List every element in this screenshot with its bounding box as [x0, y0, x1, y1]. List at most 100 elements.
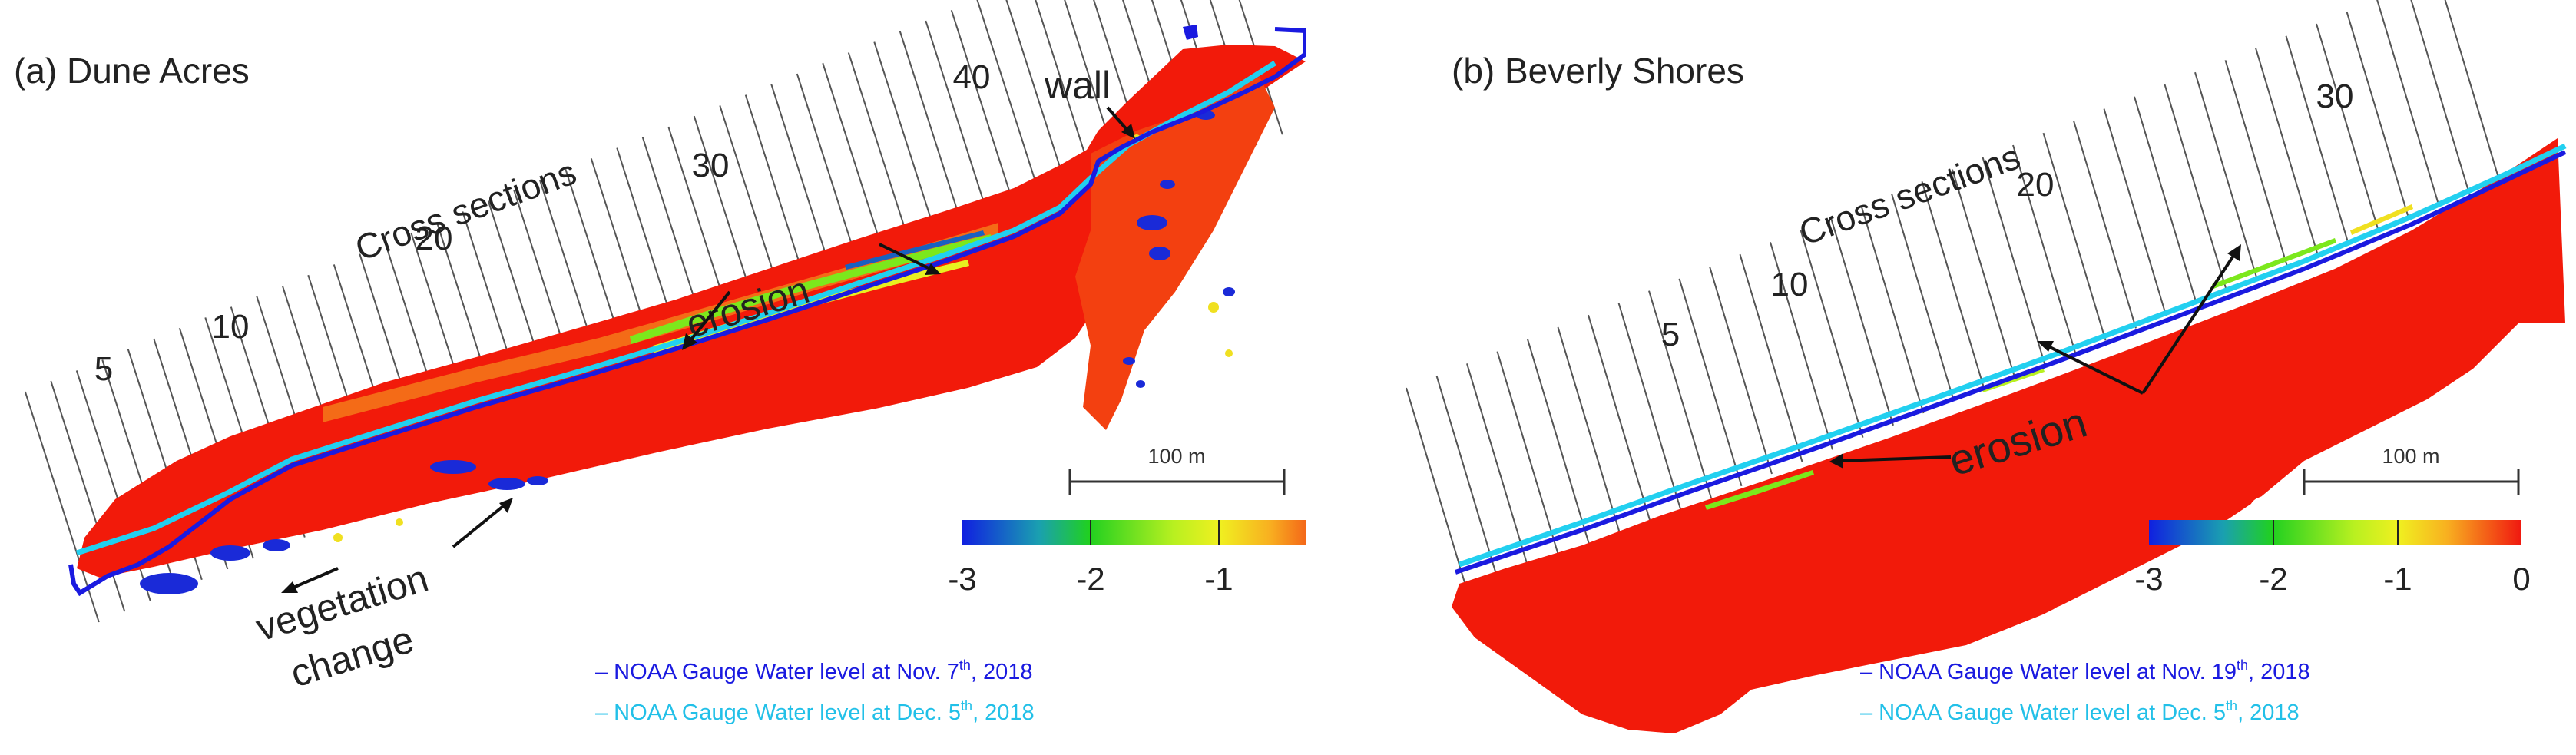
panel-b-colorbar-ticks — [2273, 520, 2399, 545]
panel-b-cross-section-lines — [1406, 0, 2501, 596]
panel-b-erosion-arrow-3 — [2046, 344, 2144, 395]
panel-b-beach-deposit — [1452, 138, 2565, 733]
panel-a-point-cloud — [77, 45, 1306, 594]
panel-b-legend-dec: – NOAA Gauge Water level at Dec. 5th, 20… — [1860, 698, 2300, 725]
panel-b-cross-section-line-31 — [2316, 23, 2379, 232]
panel-b-cross-section-line-14 — [1800, 230, 1864, 438]
panel-a-section-10: 10 — [212, 308, 250, 346]
panel-a-scale-bar — [1068, 469, 1286, 495]
panel-b-shoreline-nov — [1455, 150, 2567, 575]
panel-a-erosion-arrowhead-1 — [682, 333, 697, 350]
panel-a-wall-label: wall — [1044, 64, 1111, 107]
panel-a-vegetation-clusters — [140, 111, 1235, 594]
panel-b-cross-section-line-4 — [1496, 351, 1561, 559]
panel-a-erosion-arrowhead-2 — [925, 263, 941, 275]
panel-a-title: (a) Dune Acres — [14, 51, 250, 91]
panel-b-cross-section-line-26 — [2164, 84, 2228, 293]
panel-b-erosion-streak-1 — [1705, 470, 1814, 510]
panel-b-cross-section-line-19 — [1952, 169, 2015, 377]
panel-b-cross-section-line-15 — [1830, 217, 1894, 426]
panel-b-cbar-tick-neg3: -3 — [2134, 561, 2163, 597]
panel-b-cbar-tick-neg2: -2 — [2259, 561, 2287, 597]
panel-b-cross-section-line-25 — [2134, 96, 2197, 305]
panel-b-cross-section-line-33 — [2376, 0, 2440, 207]
panel-b-cross-section-line-11 — [1709, 266, 1773, 475]
panel-b-cross-section-line-10 — [1678, 278, 1743, 487]
panel-b-section-20: 20 — [2017, 166, 2055, 204]
panel-a-cbar-tick-neg1: -1 — [1204, 561, 1233, 597]
panel-b-cross-section-line-13 — [1770, 242, 1833, 450]
panel-a-legend-nov: – NOAA Gauge Water level at Nov. 7th, 20… — [595, 657, 1033, 684]
panel-a-section-30: 30 — [692, 147, 730, 184]
panel-a-veg-arrowhead-1 — [281, 581, 298, 593]
panel-b-colorbar — [2149, 520, 2521, 545]
panel-b-cross-section-line-2 — [1435, 375, 1500, 584]
panel-a-wall-area — [1075, 77, 1275, 430]
panel-b-cross-section-line-20 — [1982, 157, 2046, 366]
panel-b-cross-section-line-23 — [2073, 121, 2137, 329]
panel-a-cbar-tick-0: 0 — [1337, 561, 1355, 597]
panel-b-scale-label: 100 m — [2382, 445, 2439, 468]
panel-b-erosion-arrowhead-3 — [2037, 341, 2054, 352]
panel-b-section-5: 5 — [1661, 316, 1680, 353]
panel-b-white-gaps — [2051, 392, 2511, 625]
panel-b-cross-section-line-9 — [1648, 290, 1712, 498]
panel-b-cross-section-line-3 — [1466, 363, 1530, 571]
panel-a-wall-arrow — [1106, 106, 1131, 134]
panel-a-orange-band — [323, 223, 998, 422]
panel-a-veg-arrow-1 — [287, 567, 339, 591]
panel-a-colorbar-ticks — [1090, 520, 1220, 545]
panel-b-erosion-streak-3 — [2212, 238, 2336, 289]
panel-a-colorbar — [962, 520, 1306, 545]
panel-b-cross-section-line-1 — [1406, 387, 1469, 596]
panel-b-cross-section-line-6 — [1557, 326, 1621, 535]
panel-a-cbar-tick-neg2: -2 — [1076, 561, 1104, 597]
panel-b-legend-nov: – NOAA Gauge Water level at Nov. 19th, 2… — [1860, 657, 2310, 684]
panel-a-scale-label: 100 m — [1147, 445, 1205, 468]
panel-b-cross-section-line-16 — [1860, 205, 1925, 414]
panel-b-cross-section-line-21 — [2012, 144, 2076, 353]
panel-b-cross-section-line-22 — [2042, 132, 2107, 341]
panel-a-section-5: 5 — [94, 350, 113, 388]
panel-b-cross-section-line-8 — [1617, 303, 1682, 511]
panel-b-cross-section-line-18 — [1921, 181, 1985, 389]
panel-b-erosion-arrow-2 — [2141, 252, 2237, 395]
panel-dune-acres: (a) Dune Acres — [14, 0, 1355, 725]
panel-a-erosion-band — [630, 234, 992, 344]
panel-b-cross-sections-label: Cross sections — [1794, 136, 2025, 253]
panel-b-cbar-tick-neg1: -1 — [2383, 561, 2412, 597]
panel-a-wall-arrowhead — [1121, 124, 1135, 139]
panel-b-cross-section-line-12 — [1739, 253, 1803, 462]
panel-b-cross-section-line-30 — [2285, 35, 2349, 244]
panel-a-cross-section-line-47 — [1238, 0, 1283, 135]
panel-b-cross-section-line-5 — [1527, 339, 1591, 548]
panel-b-section-10: 10 — [1771, 266, 1809, 303]
panel-b-title: (b) Beverly Shores — [1452, 51, 1744, 91]
panel-b-cross-section-line-29 — [2255, 48, 2319, 256]
panel-b-point-cloud — [1452, 138, 2565, 733]
panel-b-cross-section-line-28 — [2224, 60, 2289, 268]
panel-a-cross-sections-label: Cross sections — [350, 151, 581, 268]
panel-b-cross-section-line-27 — [2194, 71, 2258, 280]
panel-a-cbar-tick-neg3: -3 — [948, 561, 976, 597]
panel-a-beach-deposit — [77, 45, 1306, 578]
panel-b-cross-section-line-24 — [2103, 108, 2167, 316]
panel-b-cross-section-line-34 — [2410, 0, 2471, 195]
panel-b-cross-section-line-32 — [2346, 11, 2410, 220]
panel-b-cross-section-line-7 — [1588, 314, 1651, 523]
panel-a-cross-section-line-1 — [24, 391, 100, 623]
panel-a-veg-arrow-2 — [452, 502, 508, 548]
panel-b-erosion-streak-4 — [2350, 204, 2413, 235]
panel-b-shoreline-dec — [1458, 143, 2567, 568]
panel-b-erosion-arrowhead-2 — [2227, 244, 2241, 261]
panel-a-veg-arrowhead-2 — [499, 498, 513, 513]
panel-a-section-20: 20 — [416, 220, 453, 257]
panel-a-shoreline-nov — [68, 27, 1306, 597]
panel-a-erosion-arrow-1 — [686, 290, 731, 346]
panel-b-cross-section-line-35 — [2444, 0, 2501, 184]
panel-a-erosion-arrow-2 — [879, 243, 934, 272]
panel-a-section-40: 40 — [953, 58, 991, 96]
panel-beverly-shores: (b) Beverly Shores 5 10 20 30 Cross sect… — [1406, 0, 2567, 733]
panel-b-scale-bar — [2303, 469, 2520, 495]
